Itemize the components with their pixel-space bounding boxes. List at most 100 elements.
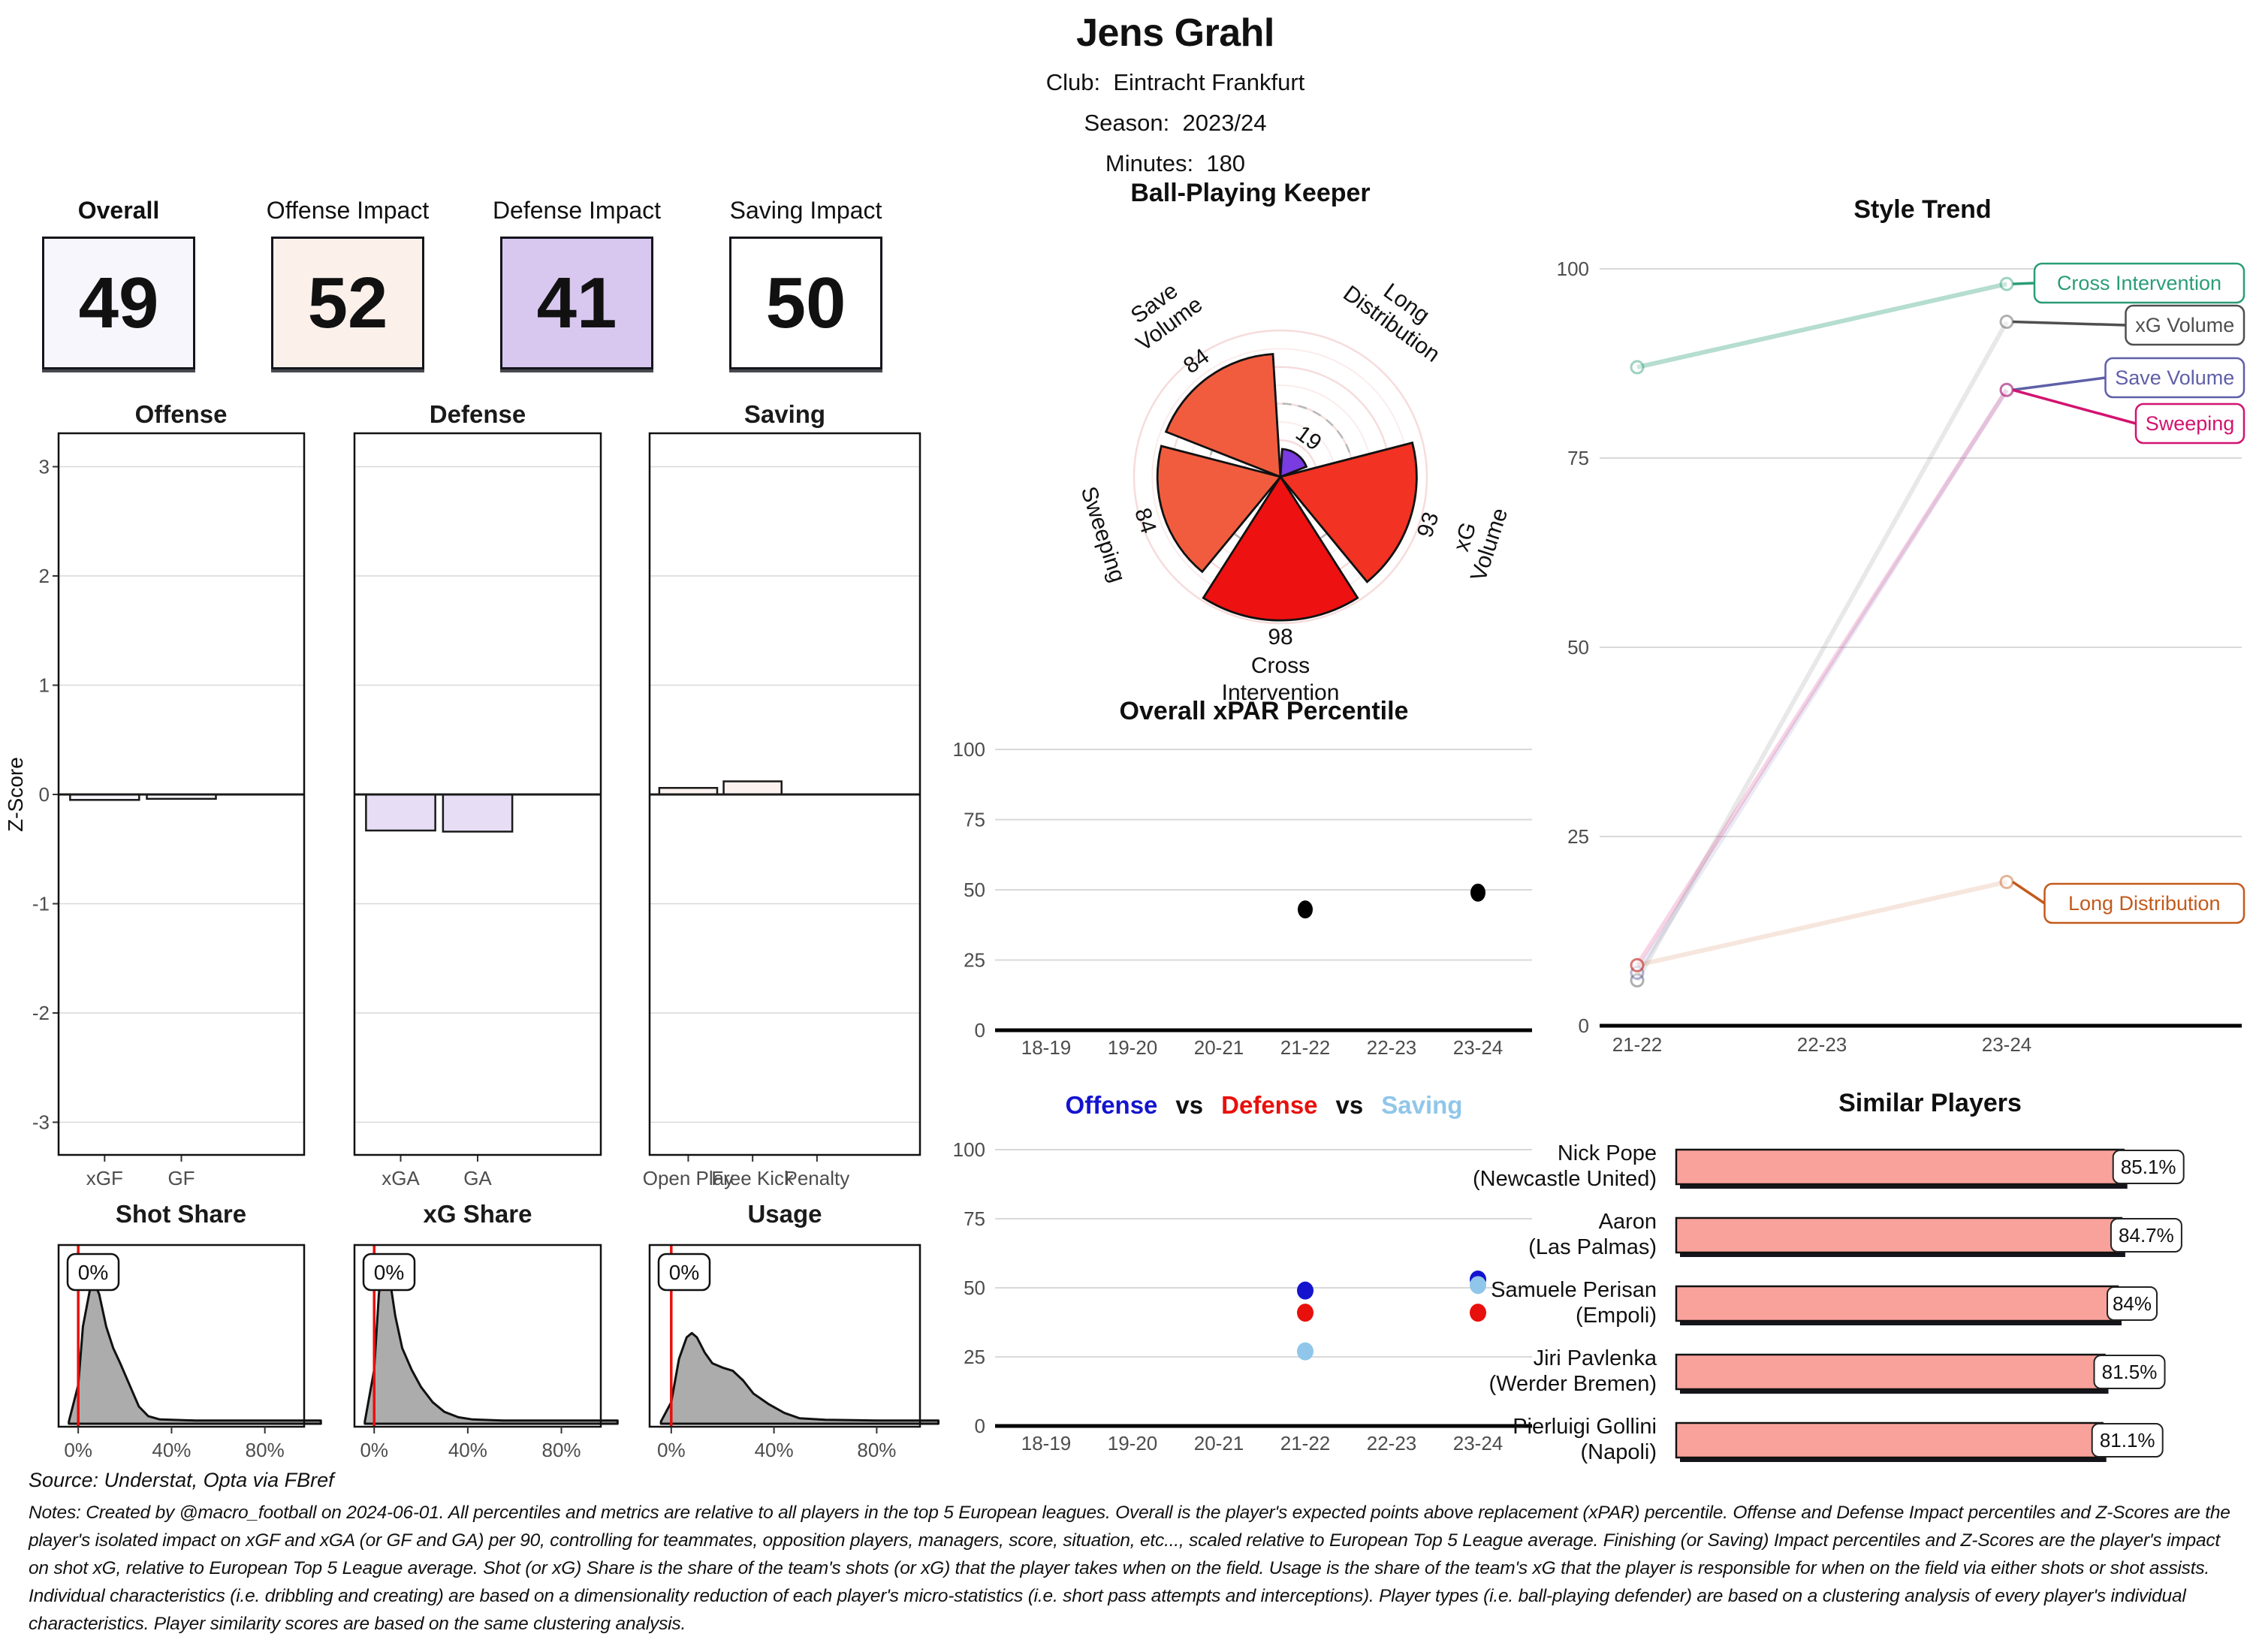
style-label-box bbox=[2043, 882, 2245, 924]
ovd-xtick: 21-22 bbox=[1280, 1432, 1331, 1455]
style-point bbox=[1630, 957, 1645, 972]
ovd-ytick: 25 bbox=[964, 1346, 985, 1368]
xpar-ytick: 100 bbox=[953, 738, 985, 761]
zscore-ytick: -3 bbox=[32, 1111, 50, 1134]
style-line-sweeping bbox=[1635, 388, 2009, 966]
zscore-panel-border bbox=[648, 432, 921, 1156]
ovd-point-saving-23-24 bbox=[1470, 1276, 1486, 1295]
radar-grid-major bbox=[1133, 329, 1428, 625]
density-xtick: 40% bbox=[152, 1439, 191, 1461]
notes-text: Notes: Created by @macro_football on 202… bbox=[29, 1503, 2230, 1634]
similar-pct-badge bbox=[2107, 1286, 2158, 1321]
similar-name-label: Aaron bbox=[1599, 1210, 1657, 1234]
xpar-xtick: 18-19 bbox=[1021, 1036, 1072, 1059]
season-value: 2023/24 bbox=[1182, 110, 1267, 136]
ovd-point-defense-21-22 bbox=[1297, 1304, 1313, 1322]
ovd-title-saving: Saving bbox=[1381, 1091, 1463, 1119]
zscore-panel-border bbox=[57, 432, 306, 1156]
density-zero-badge-label: 0% bbox=[78, 1261, 108, 1284]
density-panel-border bbox=[57, 1244, 306, 1428]
similar-name-label: Jiri Pavlenka bbox=[1534, 1346, 1657, 1370]
density-zero-badge-label: 0% bbox=[669, 1261, 699, 1284]
style-label-box bbox=[2104, 357, 2245, 399]
zscore-bar-ga bbox=[442, 793, 514, 833]
similar-club-label: (Empoli) bbox=[1576, 1304, 1657, 1328]
style-line-xg-volume bbox=[1635, 321, 2009, 981]
similar-pct-label: 84% bbox=[2113, 1292, 2152, 1315]
ovd-title-defense: Defense bbox=[1221, 1091, 1318, 1119]
zscore-bar-free-kick bbox=[722, 780, 783, 796]
ovd-ytick: 50 bbox=[964, 1277, 985, 1299]
density-xtick: 80% bbox=[857, 1439, 896, 1461]
radar-wedge-save-volume bbox=[1164, 353, 1282, 479]
similar-pct-badge bbox=[2091, 1423, 2164, 1458]
similar-club-label: (Werder Bremen) bbox=[1489, 1372, 1657, 1396]
club-line: Club: Eintracht Frankfurt bbox=[800, 69, 1551, 96]
style-label-box bbox=[2033, 262, 2245, 304]
similar-club-label: (Newcastle United) bbox=[1473, 1167, 1657, 1191]
minutes-line: Minutes: 180 bbox=[800, 150, 1551, 177]
zscore-title-saving: Saving bbox=[743, 400, 826, 428]
radar-wedge-cross-intervention bbox=[1202, 475, 1359, 622]
style-ytick: 0 bbox=[1579, 1014, 1589, 1037]
zscore-xtick: Penalty bbox=[784, 1167, 849, 1189]
stat-label-offense-impact: Offense Impact bbox=[266, 197, 430, 224]
similar-bar-pierluigi-gollini bbox=[1675, 1421, 2104, 1459]
page-title: Jens Grahl bbox=[1076, 11, 1274, 55]
radar-wedge-long-distribution bbox=[1279, 448, 1308, 479]
style-xtick: 22-23 bbox=[1797, 1033, 1847, 1056]
zscore-ytick: 3 bbox=[39, 456, 50, 478]
similar-name-label: Pierluigi Gollini bbox=[1513, 1415, 1657, 1439]
style-point bbox=[1630, 965, 1645, 980]
density-title-xg-share: xG Share bbox=[423, 1200, 532, 1228]
density-zero-badge bbox=[657, 1253, 711, 1292]
zscore-ytick: 1 bbox=[39, 674, 50, 697]
similar-players-title: Similar Players bbox=[1838, 1089, 2022, 1117]
xpar-xtick: 20-21 bbox=[1194, 1036, 1244, 1059]
stat-value-overall: 49 bbox=[42, 237, 195, 369]
zscore-bar-xga bbox=[365, 793, 436, 832]
style-point bbox=[1999, 382, 2014, 397]
ovd-point-offense-21-22 bbox=[1297, 1281, 1313, 1300]
ovd-ytick: 0 bbox=[975, 1415, 985, 1437]
style-leader-sweeping bbox=[2012, 388, 2137, 425]
stat-value-saving-impact: 50 bbox=[729, 237, 882, 369]
style-leader-cross-intervention bbox=[2012, 282, 2035, 285]
style-label-save-volume: Save Volume bbox=[2115, 366, 2234, 389]
density-panel-border bbox=[648, 1244, 921, 1428]
density-xtick: 40% bbox=[755, 1439, 794, 1461]
style-label-box bbox=[2134, 402, 2245, 445]
density-panel-border bbox=[353, 1244, 602, 1428]
density-zero-badge-label: 0% bbox=[374, 1261, 404, 1284]
style-label-long-distribution: Long Distribution bbox=[2068, 892, 2221, 915]
style-leader-long-distribution bbox=[2012, 881, 2046, 905]
radar-title: Ball-Playing Keeper bbox=[1130, 179, 1371, 207]
radar-wedge-sweeping bbox=[1156, 445, 1283, 574]
zscore-xtick: GA bbox=[463, 1167, 492, 1189]
style-point bbox=[1630, 957, 1645, 972]
ovd-title-vs2: vs bbox=[1335, 1091, 1364, 1119]
ovd-title-vs1: vs bbox=[1175, 1091, 1204, 1119]
density-xtick: 80% bbox=[246, 1439, 285, 1461]
club-value: Eintracht Frankfurt bbox=[1113, 69, 1305, 95]
xpar-ytick: 0 bbox=[975, 1019, 985, 1042]
xpar-xtick: 21-22 bbox=[1280, 1036, 1331, 1059]
style-ytick: 75 bbox=[1567, 447, 1589, 469]
zscore-xtick: xGF bbox=[86, 1167, 123, 1189]
similar-pct-badge bbox=[2110, 1218, 2182, 1253]
density-xtick: 40% bbox=[448, 1439, 487, 1461]
zscore-xtick: Free Kick bbox=[711, 1167, 795, 1189]
style-label-xg-volume: xG Volume bbox=[2135, 314, 2234, 336]
style-leader-xg-volume bbox=[2012, 320, 2126, 327]
stat-value-offense-impact: 52 bbox=[271, 237, 424, 369]
style-point bbox=[1999, 276, 2014, 291]
ovd-ytick: 75 bbox=[964, 1207, 985, 1230]
style-line-cross-intervention bbox=[1636, 282, 2007, 369]
ovd-point-saving-21-22 bbox=[1297, 1342, 1313, 1361]
source-note: Source: Understat, Opta via FBref bbox=[29, 1469, 334, 1491]
xpar-point-23-24 bbox=[1470, 883, 1485, 902]
style-point bbox=[1999, 315, 2014, 330]
similar-club-label: (Napoli) bbox=[1580, 1440, 1657, 1464]
radar-wedge-xg-volume bbox=[1278, 441, 1418, 583]
